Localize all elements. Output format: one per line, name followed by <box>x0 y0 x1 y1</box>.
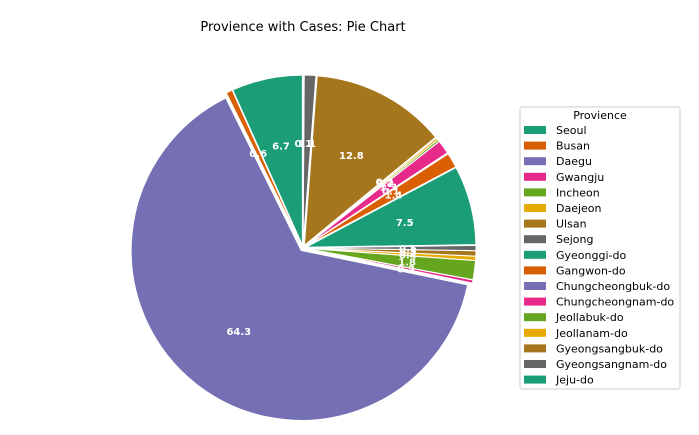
legend-items: Seoul Busan Daegu Gwangju Incheon Daejeon Ulsa… <box>524 124 674 387</box>
legend-label-gwangju: Gwangju <box>556 171 604 184</box>
legend-label-daejeon: Daejeon <box>556 202 602 215</box>
legend-swatch-daegu <box>524 157 546 166</box>
pie-label-jeollabuk-do: 0.2 <box>376 179 394 190</box>
pie-slice-busan <box>225 89 303 246</box>
pie-label-gwangju: 0.3 <box>397 264 415 275</box>
legend-swatch-sejong <box>524 235 546 244</box>
legend-swatch-gangwon-do <box>524 266 546 275</box>
legend-swatch-gyeongsangnam-do <box>524 360 546 368</box>
legend-label-gyeongsangnam-do: Gyeongsangnam-do <box>556 358 667 371</box>
pie-slice-daegu <box>130 97 469 421</box>
legend-title: Provience <box>573 109 627 122</box>
legend-label-daegu: Daegu <box>556 155 592 168</box>
pie-label-gyeonggi-do: 7.5 <box>396 218 414 229</box>
pie-slice-gyeonggi-do <box>305 166 477 248</box>
legend-label-jeju-do: Jeju-do <box>555 374 594 387</box>
legend-label-jeollabuk-do: Jeollabuk-do <box>555 311 624 324</box>
legend-label-chungcheongbuk-do: Chungcheongbuk-do <box>556 280 670 293</box>
legend-label-seoul: Seoul <box>556 124 587 137</box>
legend-swatch-jeollanam-do <box>524 328 546 337</box>
legend-swatch-incheon <box>524 188 546 197</box>
pie-label-jeju-do: 0.1 <box>294 139 312 150</box>
pie-label-ulsan: 0.5 <box>399 247 417 258</box>
legend-label-gyeonggi-do: Gyeonggi-do <box>556 249 626 262</box>
pie-label-daejeon: 0.4 <box>399 250 417 261</box>
legend-swatch-gyeonggi-do <box>524 250 546 259</box>
legend-swatch-daejeon <box>524 204 546 212</box>
legend-frame <box>519 106 681 390</box>
pie-label-chungcheongbuk-do: 0.1 <box>382 187 400 198</box>
pie-slice-sejong <box>305 244 477 252</box>
legend-label-gyeongsangbuk-do: Gyeongsangbuk-do <box>556 342 663 355</box>
legend-swatch-seoul <box>524 126 546 134</box>
pie-slice-gyeongsangbuk-do <box>303 75 437 247</box>
pie-slice-jeju-do <box>302 74 305 246</box>
legend-swatch-ulsan <box>524 219 546 228</box>
pie-slice-jeollanam-do <box>305 137 439 247</box>
pie-slice-seoul <box>232 74 303 246</box>
legend-label-sejong: Sejong <box>556 233 594 246</box>
legend-label-gangwon-do: Gangwon-do <box>556 264 626 277</box>
pie-label-busan: 0.6 <box>249 149 267 160</box>
legend: Provience Seoul Busan Daegu Gwangju Incheon D… <box>519 106 681 390</box>
pie-value-labels: 6.70.664.30.31.80.40.50.57.51.40.11.30.2… <box>226 139 416 338</box>
legend-label-chungcheongnam-do: Chungcheongnam-do <box>556 296 674 309</box>
pie-label-gyeongsangnam-do: 1.1 <box>298 139 316 150</box>
legend-swatch-jeju-do <box>524 375 546 384</box>
pie-label-chungcheongnam-do: 1.3 <box>379 183 397 194</box>
pie-label-seoul: 6.7 <box>272 141 290 152</box>
legend-label-ulsan: Ulsan <box>556 218 587 231</box>
legend-swatch-gwangju <box>524 172 546 181</box>
pie-label-incheon: 1.8 <box>398 258 416 269</box>
legend-label-incheon: Incheon <box>556 186 600 199</box>
legend-swatch-busan <box>524 141 546 150</box>
legend-swatch-gyeongsangbuk-do <box>524 344 546 353</box>
legend-swatch-chungcheongbuk-do <box>524 282 546 290</box>
pie-slices <box>130 74 477 421</box>
pie-label-gyeongsangbuk-do: 12.8 <box>339 151 364 162</box>
legend-swatch-chungcheongnam-do <box>524 297 546 306</box>
chart-title: Provience with Cases: Pie Chart <box>200 20 405 35</box>
pie-label-sejong: 0.5 <box>399 244 417 255</box>
legend-label-jeollanam-do: Jeollanam-do <box>555 327 628 340</box>
pie-label-jeollanam-do: 0.2 <box>376 178 394 189</box>
legend-label-busan: Busan <box>556 140 590 153</box>
pie-label-gangwon-do: 1.4 <box>385 191 403 202</box>
legend-swatch-jeollabuk-do <box>524 313 546 322</box>
pie-label-daegu: 64.3 <box>226 327 251 338</box>
